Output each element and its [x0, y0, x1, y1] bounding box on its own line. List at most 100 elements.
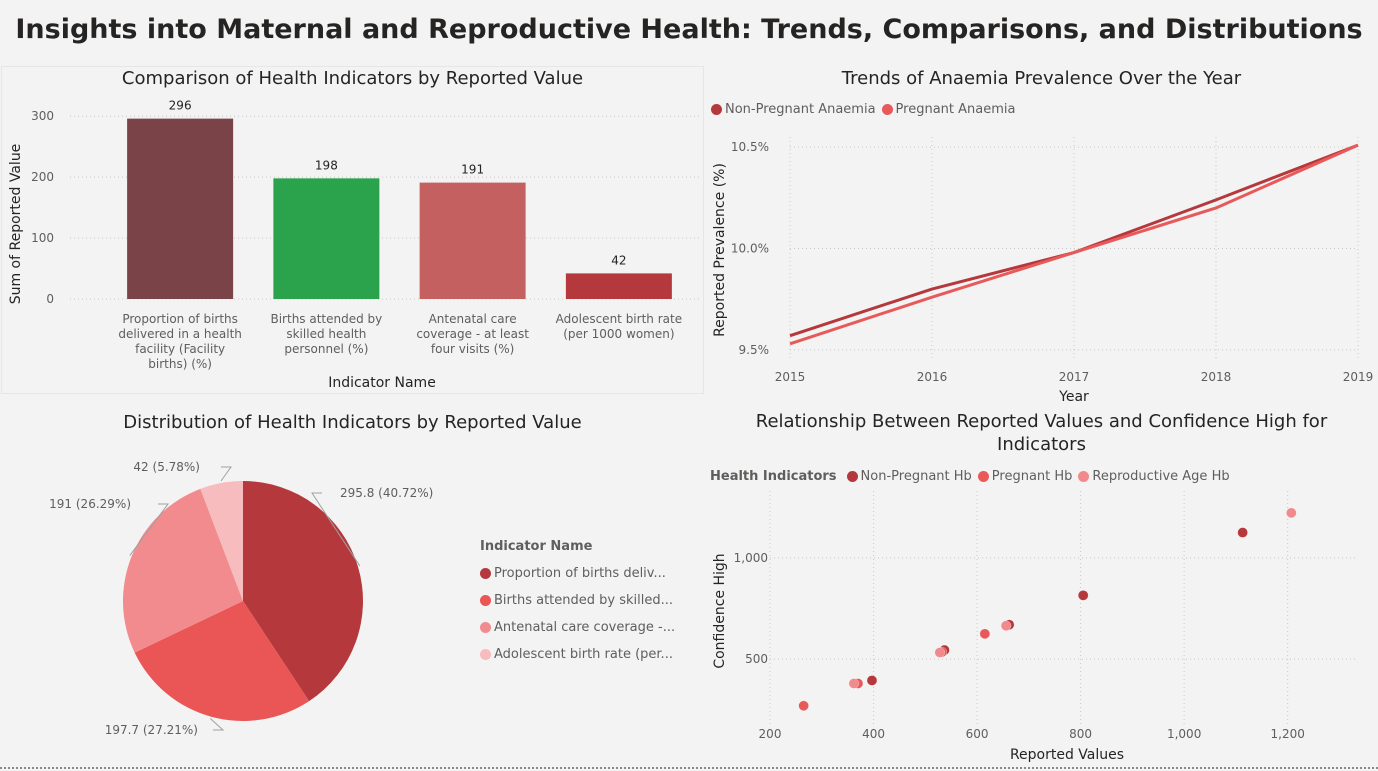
pie-legend-item[interactable]: Antenatal care coverage -...	[480, 614, 675, 641]
pie-chart-title: Distribution of Health Indicators by Rep…	[123, 412, 582, 433]
bar	[419, 182, 526, 299]
scatter-point	[798, 700, 809, 712]
x-tick-label: Births attended by	[270, 312, 382, 326]
pie-leader-line	[209, 718, 225, 731]
legend-item-reproductive-age-hb[interactable]: Reproductive Age Hb	[1078, 469, 1230, 484]
legend-dot-icon	[480, 649, 491, 660]
legend-dot-icon	[711, 104, 722, 115]
legend-dot-icon	[480, 595, 491, 606]
y-axis-title: Sum of Reported Value	[8, 144, 24, 305]
scatter-chart-title: Relationship Between Reported Values and…	[705, 410, 1378, 456]
legend-label: Non-Pregnant Anaemia	[725, 102, 876, 117]
scatter-point	[848, 678, 860, 689]
legend-label: Reproductive Age Hb	[1092, 469, 1230, 484]
legend-dot-icon	[846, 471, 858, 482]
x-tick-label: 600	[966, 727, 989, 741]
bar-data-label: 191	[461, 163, 484, 177]
bar	[273, 178, 380, 299]
scatter-chart: 500 1,000 200 400 600 800 1,000 1,200 Reported V…	[712, 491, 1355, 763]
x-tick-label: four visits (%)	[431, 342, 514, 356]
x-tick-label: 1,200	[1271, 727, 1305, 741]
scatter-point	[1286, 507, 1297, 519]
bar	[565, 273, 672, 299]
x-tick-label: 400	[862, 727, 885, 741]
x-tick-label: 2019	[1343, 370, 1374, 384]
scatter-point	[934, 647, 946, 658]
series-line	[789, 143, 1359, 346]
line-chart-panel[interactable]: Trends of Anaemia Prevalence Over the Ye…	[705, 64, 1378, 404]
pie-data-label: 197.7 (27.21%)	[105, 723, 198, 737]
scatter-point	[1000, 620, 1012, 631]
y-axis-title: Confidence High	[712, 553, 728, 668]
legend-label: Pregnant Hb	[991, 469, 1073, 484]
pie-chart-panel[interactable]: Distribution of Health Indicators by Rep…	[0, 406, 705, 764]
x-tick-label: 2017	[1059, 370, 1090, 384]
legend-label: Non-Pregnant Hb	[860, 469, 972, 484]
y-tick-label: 200	[31, 170, 54, 184]
scatter-point	[1077, 590, 1089, 601]
y-tick-label: 10.5%	[731, 140, 769, 154]
legend-item-pregnant-anaemia[interactable]: Pregnant Anaemia	[881, 102, 1016, 117]
legend-item-non-pregnant-anaemia[interactable]: Non-Pregnant Anaemia	[711, 102, 876, 117]
pie-data-label: 42 (5.78%)	[133, 460, 200, 474]
legend-label: Births attended by skilled...	[494, 593, 674, 608]
x-tick-label: 2016	[917, 370, 948, 384]
page-bottom-border	[0, 767, 1378, 769]
legend-item-non-pregnant-hb[interactable]: Non-Pregnant Hb	[846, 469, 972, 484]
pie-legend-item[interactable]: Births attended by skilled...	[480, 587, 675, 614]
x-tick-label: Antenatal care	[429, 312, 517, 326]
legend-label: Pregnant Anaemia	[895, 102, 1016, 117]
page-title: Insights into Maternal and Reproductive …	[15, 14, 1363, 45]
pie-legend-title: Indicator Name	[480, 539, 593, 554]
scatter-chart-panel[interactable]: Relationship Between Reported Values and…	[705, 406, 1378, 764]
x-tick-label: coverage - at least	[416, 327, 529, 341]
x-tick-label: births) (%)	[148, 357, 212, 371]
bar-data-label: 198	[315, 158, 338, 172]
pie-legend-item[interactable]: Proportion of births deliv...	[480, 560, 675, 587]
pie-slice	[123, 488, 243, 653]
bar-chart-title: Comparison of Health Indicators by Repor…	[121, 68, 584, 89]
pie-legend-item[interactable]: Adolescent birth rate (per...	[480, 641, 675, 668]
x-tick-label: 200	[759, 727, 782, 741]
y-tick-label: 300	[31, 109, 54, 123]
x-tick-label: delivered in a health	[118, 327, 242, 341]
scatter-point	[866, 675, 878, 686]
legend-item-pregnant-hb[interactable]: Pregnant Hb	[977, 469, 1073, 484]
y-tick-label: 0	[46, 292, 54, 306]
line-chart: 9.5% 10.0% 10.5% 2015 2016 2017 2018 2019 Year Re…	[712, 137, 1374, 404]
x-tick-label: (per 1000 women)	[563, 327, 674, 341]
x-tick-label: facility (Facility	[135, 342, 225, 356]
x-tick-label: 800	[1069, 727, 1092, 741]
y-tick-label: 1,000	[734, 551, 768, 565]
scatter-title-line-1: Relationship Between Reported Values and…	[755, 411, 1328, 432]
scatter-legend: Health Indicators Non-Pregnant Hb Pregna…	[710, 469, 1230, 484]
pie-data-label: 191 (26.29%)	[49, 497, 131, 511]
x-tick-label: personnel (%)	[284, 342, 368, 356]
legend-label: Proportion of births deliv...	[494, 566, 666, 581]
bar-chart: 0 100 200 300 296 Proportion of birthsdeliver…	[8, 99, 700, 391]
pie-slice	[134, 601, 310, 721]
line-legend: Non-Pregnant Anaemia Pregnant Anaemia	[711, 102, 1015, 117]
y-tick-label: 9.5%	[739, 343, 770, 357]
pie-data-label: 295.8 (40.72%)	[340, 486, 433, 500]
y-tick-label: 100	[31, 231, 54, 245]
x-tick-label: Proportion of births	[122, 312, 238, 326]
x-tick-label: 2015	[775, 370, 806, 384]
x-tick-label: Adolescent birth rate	[556, 312, 682, 326]
bar-chart-panel[interactable]: Comparison of Health Indicators by Repor…	[0, 64, 705, 394]
x-axis-title: Year	[1058, 389, 1089, 404]
line-chart-title: Trends of Anaemia Prevalence Over the Ye…	[841, 68, 1242, 89]
x-axis-title: Indicator Name	[328, 375, 436, 391]
x-tick-label: 2018	[1201, 370, 1232, 384]
y-axis-title: Reported Prevalence (%)	[712, 163, 728, 337]
legend-dot-icon	[480, 568, 491, 579]
x-tick-label: skilled health	[286, 327, 366, 341]
bar	[127, 118, 234, 299]
x-axis-title: Reported Values	[1010, 747, 1124, 763]
pie-chart: 295.8 (40.72%) 197.7 (27.21%) 191 (26.29%)…	[49, 460, 433, 737]
bar-data-label: 42	[611, 253, 626, 267]
pie-leader-line	[311, 492, 361, 567]
legend-dot-icon	[1078, 471, 1090, 482]
pie-legend: Indicator Name Proportion of births deli…	[480, 539, 675, 668]
y-tick-label: 10.0%	[731, 242, 769, 256]
